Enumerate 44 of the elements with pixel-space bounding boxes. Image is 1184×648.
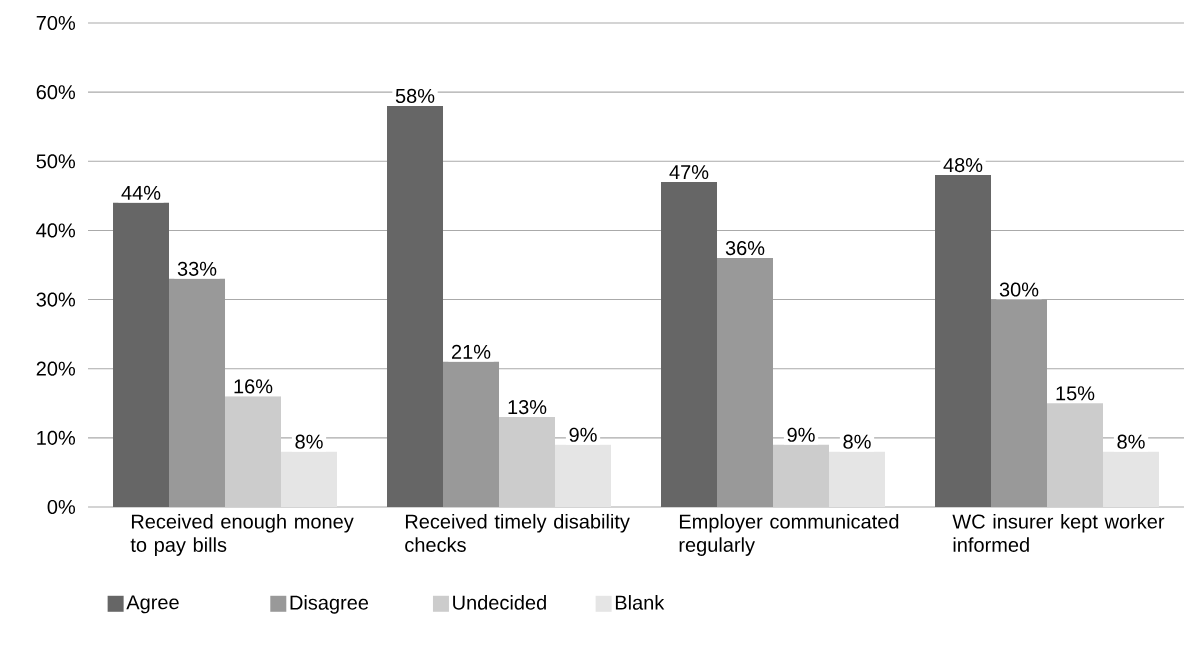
- data-label: 9%: [569, 427, 597, 442]
- y-tick-label: 50%: [36, 154, 76, 169]
- y-tick-label: 40%: [36, 223, 76, 238]
- x-tick-label: WC insurer kept worker informed: [952, 513, 1165, 552]
- bar: [935, 175, 992, 507]
- data-label: 48%: [943, 158, 983, 173]
- y-tick-label: 70%: [36, 15, 76, 31]
- data-label: 9%: [787, 427, 815, 442]
- data-label: 21%: [452, 344, 491, 359]
- bar: [991, 299, 1048, 507]
- legend-label: Undecided: [453, 595, 546, 610]
- legend-label: Blank: [615, 595, 665, 610]
- data-label: 36%: [725, 240, 765, 256]
- bar: [387, 105, 444, 507]
- bar: [169, 278, 226, 507]
- legend-label: Agree: [126, 595, 179, 614]
- data-label: 33%: [177, 261, 217, 276]
- x-tick-label: Received enough money to pay bills: [130, 513, 354, 556]
- bar: [281, 451, 338, 507]
- x-tick-label: Received timely disability checks: [405, 513, 630, 552]
- data-label: 8%: [843, 434, 871, 449]
- data-label: 15%: [1056, 386, 1095, 401]
- y-tick-label: 0%: [47, 499, 76, 515]
- y-tick-label: 60%: [36, 85, 76, 100]
- data-label: 58%: [395, 88, 435, 104]
- bar: [661, 182, 718, 507]
- bar: [443, 361, 500, 507]
- bar: [829, 451, 886, 507]
- bar: [1103, 451, 1160, 507]
- y-tick-label: 30%: [36, 292, 76, 307]
- y-tick-label: 20%: [36, 361, 76, 376]
- data-label: 8%: [295, 434, 323, 449]
- data-label: 47%: [669, 165, 709, 180]
- bar: [113, 202, 170, 507]
- data-label: 44%: [121, 185, 161, 200]
- data-label: 13%: [508, 400, 547, 415]
- data-label: 8%: [1117, 434, 1145, 449]
- data-label: 16%: [234, 379, 273, 394]
- x-tick-label: Employer communicated regularly: [679, 513, 899, 556]
- bar: [555, 444, 612, 507]
- legend-label: Disagree: [290, 595, 369, 614]
- bar: [717, 258, 774, 507]
- data-label: 30%: [999, 282, 1039, 297]
- y-tick-label: 10%: [37, 430, 76, 445]
